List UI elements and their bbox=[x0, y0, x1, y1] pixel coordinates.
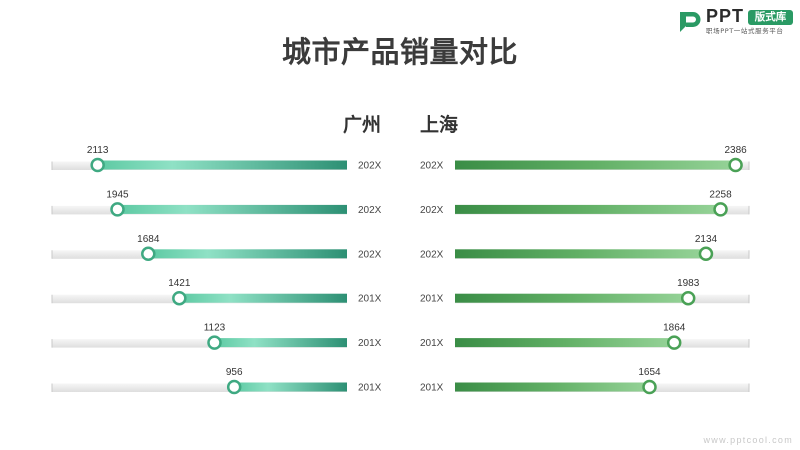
ppt-logo-icon bbox=[680, 12, 701, 32]
bar-end-knob bbox=[226, 379, 242, 395]
category-label: 202X bbox=[420, 205, 444, 216]
shanghai-series: 2386 202X 2258 202X 2134 202X 1983 201X 1864 201X… bbox=[420, 145, 750, 395]
shanghai-row: 1983 201X bbox=[420, 278, 750, 306]
bar-fill bbox=[455, 382, 650, 392]
bar-end-knob bbox=[172, 290, 187, 306]
bar-end-knob bbox=[642, 379, 657, 395]
bar-end-knob bbox=[110, 202, 125, 217]
value-label: 1684 bbox=[137, 234, 160, 245]
bar-fill bbox=[455, 249, 706, 259]
value-label: 2386 bbox=[724, 145, 747, 156]
category-label: 201X bbox=[358, 338, 382, 349]
slide-title: 城市产品销量对比 bbox=[281, 35, 518, 69]
series-header-shanghai: 上海 bbox=[420, 114, 459, 136]
bar-fill bbox=[234, 382, 347, 392]
bar-fill bbox=[455, 338, 675, 348]
category-label: 201X bbox=[358, 383, 382, 394]
guangzhou-row: 1684 202X bbox=[51, 234, 382, 262]
bar-end-knob bbox=[666, 335, 682, 350]
value-label: 1945 bbox=[106, 189, 129, 200]
category-label: 202X bbox=[420, 161, 444, 172]
value-label: 1864 bbox=[663, 323, 686, 334]
guangzhou-series: 2113 202X 1945 202X 1684 202X 1421 201X 1123 201X… bbox=[51, 145, 382, 395]
value-label: 2258 bbox=[709, 189, 732, 200]
value-label: 956 bbox=[226, 367, 243, 378]
guangzhou-row: 1421 201X bbox=[51, 278, 382, 306]
category-label: 201X bbox=[420, 383, 444, 394]
bar-fill bbox=[117, 204, 348, 214]
bar-track bbox=[52, 339, 347, 348]
logo-stem-shape bbox=[680, 12, 686, 32]
shanghai-row: 2134 202X bbox=[420, 234, 750, 262]
category-label: 201X bbox=[420, 294, 444, 305]
shanghai-row: 1864 201X bbox=[420, 323, 750, 350]
bar-end-knob bbox=[728, 157, 743, 173]
category-label: 202X bbox=[358, 205, 382, 216]
bar-fill bbox=[455, 160, 736, 170]
bar-end-knob bbox=[680, 290, 696, 306]
logo-brand-text: PPT bbox=[706, 6, 745, 26]
guangzhou-row: 1123 201X bbox=[51, 323, 382, 350]
series-header-guangzhou: 广州 bbox=[342, 114, 381, 136]
value-label: 1983 bbox=[677, 278, 700, 289]
bar-fill bbox=[455, 204, 721, 214]
logo-tagline: 职场PPT一站式服务平台 bbox=[706, 27, 784, 35]
bar-end-knob bbox=[141, 246, 156, 262]
bar-end-knob bbox=[713, 202, 728, 217]
bar-fill bbox=[97, 160, 347, 170]
bar-end-knob bbox=[207, 335, 222, 350]
value-label: 1654 bbox=[638, 367, 661, 378]
shanghai-row: 2258 202X bbox=[420, 189, 750, 217]
category-label: 201X bbox=[420, 338, 444, 349]
category-label: 202X bbox=[420, 249, 444, 260]
category-label: 201X bbox=[358, 294, 382, 305]
watermark: www.pptcool.com bbox=[703, 435, 793, 445]
bar-fill bbox=[179, 293, 347, 303]
category-label: 202X bbox=[358, 249, 382, 260]
shanghai-row: 1654 201X bbox=[420, 367, 750, 395]
bar-fill bbox=[214, 338, 347, 348]
guangzhou-row: 956 201X bbox=[51, 367, 382, 395]
value-label: 1123 bbox=[204, 323, 226, 334]
bar-fill bbox=[148, 249, 347, 259]
bar-fill bbox=[455, 293, 689, 303]
guangzhou-row: 1945 202X bbox=[51, 189, 382, 217]
logo-bowl-shape bbox=[686, 12, 701, 27]
value-label: 1421 bbox=[168, 278, 191, 289]
bar-end-knob bbox=[698, 246, 714, 262]
bar-track bbox=[52, 383, 347, 392]
guangzhou-row: 2113 202X bbox=[51, 145, 382, 173]
value-label: 2113 bbox=[87, 145, 109, 156]
shanghai-row: 2386 202X bbox=[420, 145, 750, 173]
category-label: 202X bbox=[358, 161, 382, 172]
bar-end-knob bbox=[90, 157, 105, 173]
logo-badge: 版式库 bbox=[748, 10, 793, 25]
value-label: 2134 bbox=[695, 234, 718, 245]
